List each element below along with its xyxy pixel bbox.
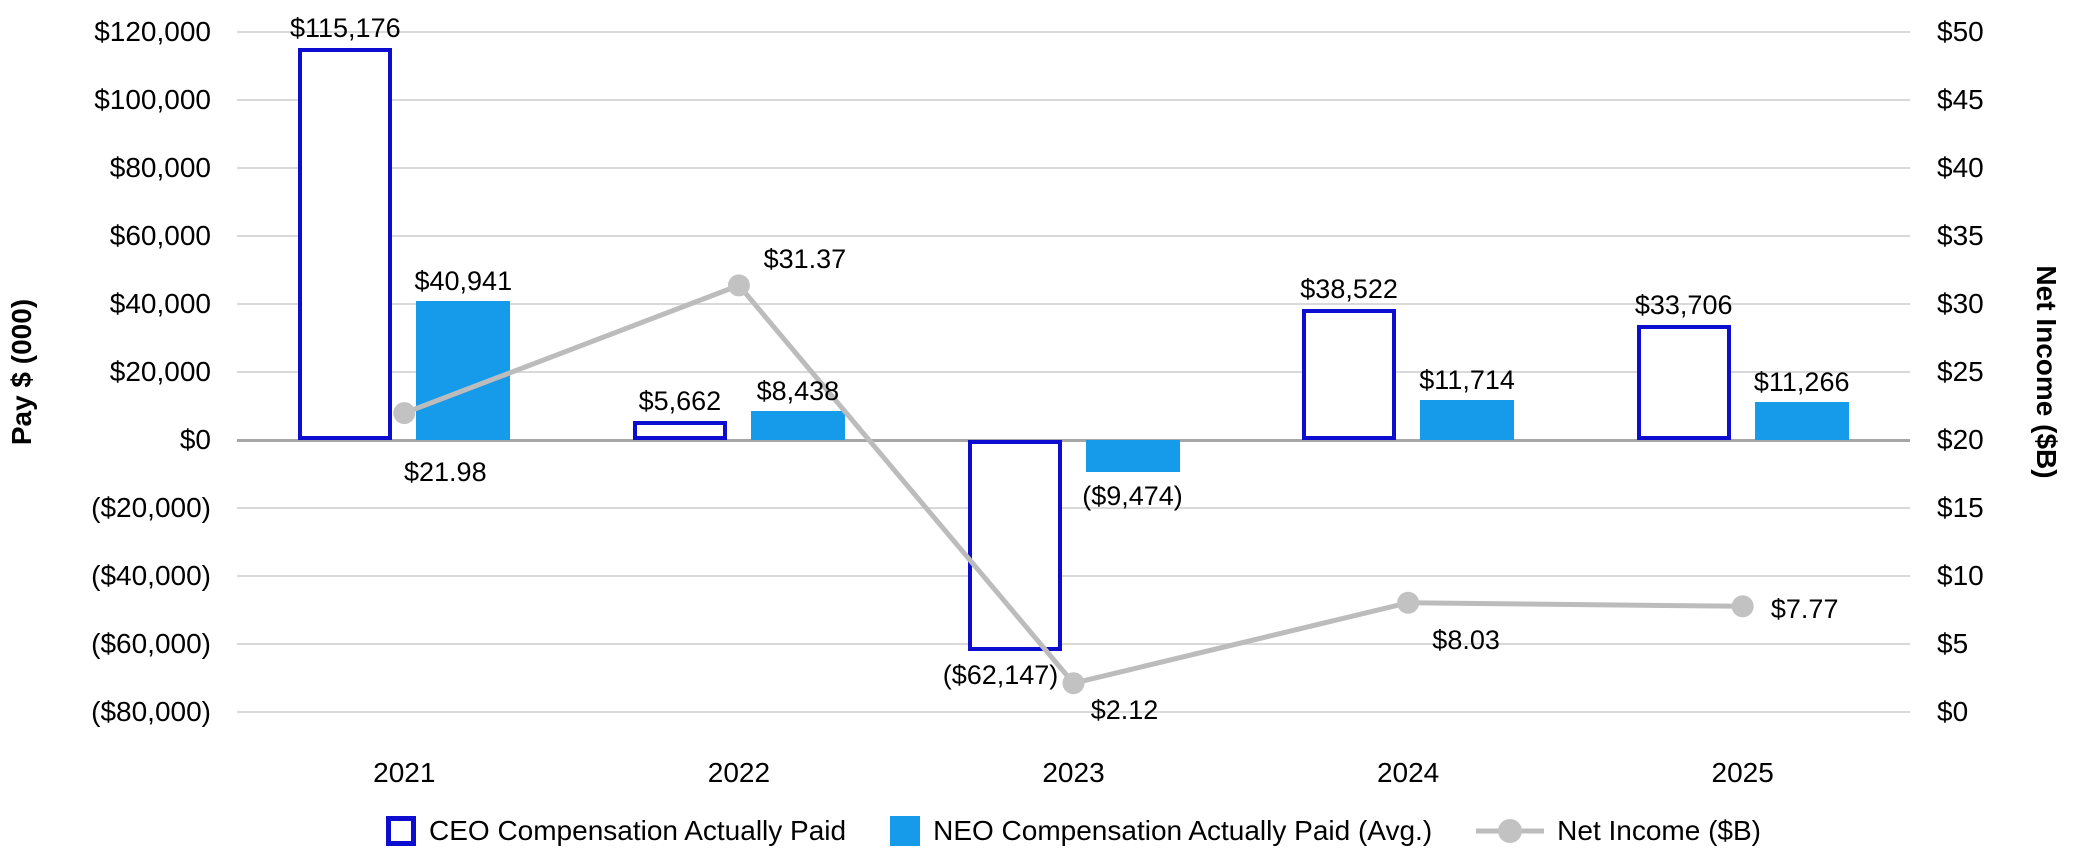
ceo-compensation-bar [968, 440, 1062, 651]
right-axis-tick-label: $20 [1937, 424, 1984, 455]
y-gridline [237, 167, 1910, 169]
right-axis-title: Net Income ($B) [2031, 265, 2062, 479]
left-axis-tick-label: $60,000 [109, 220, 211, 251]
y-gridline [237, 711, 1910, 713]
bar-value-label: $38,522 [1300, 274, 1398, 304]
left-axis-tick-label: $100,000 [94, 84, 211, 115]
left-axis-tick-label: $40,000 [109, 288, 211, 319]
net-income-marker [393, 402, 416, 425]
net-income-marker [1062, 672, 1085, 695]
left-axis-tick-label: ($20,000) [91, 492, 211, 523]
neo-compensation-bar [1420, 400, 1514, 440]
legend-swatch-neo-solid [890, 816, 921, 846]
net-income-value-label: $8.03 [1432, 624, 1500, 655]
bar-value-label: $40,941 [414, 266, 513, 296]
chart-legend: CEO Compensation Actually Paid NEO Compen… [237, 810, 1910, 852]
net-income-value-label: $2.12 [1090, 695, 1159, 726]
bar-value-label: $5,662 [638, 386, 722, 416]
bar-value-label: ($62,147) [942, 660, 1059, 690]
net-income-marker [1397, 591, 1420, 614]
legend-label: Net Income ($B) [1557, 815, 1762, 846]
x-axis-year-label: 2025 [1711, 757, 1774, 788]
bar-value-label: $8,438 [756, 376, 840, 406]
legend-label: CEO Compensation Actually Paid [428, 815, 847, 846]
left-axis-tick-label: ($40,000) [91, 560, 211, 591]
x-axis-year-label: 2021 [373, 757, 436, 788]
net-income-value-label: $21.98 [404, 457, 487, 488]
y-gridline [237, 575, 1910, 577]
left-axis-tick-label: $80,000 [109, 152, 211, 183]
neo-compensation-bar [416, 301, 510, 440]
right-axis-tick-label: $35 [1937, 220, 1984, 251]
legend-swatch-ceo-outline [385, 816, 416, 846]
x-axis-year-label: 2023 [1042, 757, 1105, 788]
legend-line-marker-icon [1476, 816, 1545, 846]
legend-item: NEO Compensation Actually Paid (Avg.) [890, 815, 1432, 847]
legend-item: CEO Compensation Actually Paid [385, 815, 847, 847]
ceo-compensation-bar [1637, 325, 1731, 440]
y-gridline [237, 235, 1910, 237]
right-axis-tick-label: $25 [1937, 356, 1984, 387]
legend-item: Net Income ($B) [1476, 815, 1761, 847]
left-axis-tick-label: ($80,000) [91, 696, 211, 727]
bar-value-label: $33,706 [1634, 290, 1733, 320]
right-axis-tick-label: $50 [1937, 16, 1984, 47]
net-income-value-label: $31.37 [763, 244, 847, 275]
y-gridline [237, 643, 1910, 645]
neo-compensation-bar [1086, 440, 1180, 472]
net-income-marker [1731, 595, 1754, 618]
net-income-marker [727, 274, 750, 297]
bar-value-label: ($9,474) [1082, 481, 1183, 511]
neo-compensation-bar [751, 411, 845, 440]
y-gridline [237, 99, 1910, 101]
x-axis-year-label: 2022 [707, 757, 771, 788]
right-axis-tick-label: $10 [1937, 560, 1984, 591]
ceo-compensation-bar [1302, 309, 1396, 440]
net-income-value-label: $7.77 [1770, 594, 1839, 625]
right-axis-tick-label: $15 [1937, 492, 1984, 523]
right-axis-tick-label: $5 [1937, 628, 1969, 659]
bar-value-label: $11,714 [1419, 365, 1515, 395]
x-axis-year-label: 2024 [1376, 757, 1440, 788]
right-axis-tick-label: $30 [1937, 288, 1984, 319]
left-axis-tick-label: ($60,000) [91, 628, 211, 659]
y-gridline [237, 507, 1910, 509]
bar-value-label: $11,266 [1753, 367, 1850, 397]
net-income-line [403, 282, 1743, 686]
legend-label: NEO Compensation Actually Paid (Avg.) [933, 815, 1433, 846]
right-axis-tick-label: $45 [1937, 84, 1984, 115]
ceo-compensation-bar [633, 421, 727, 440]
right-axis-tick-label: $0 [1937, 696, 1969, 727]
right-axis-tick-label: $40 [1937, 152, 1984, 183]
y-gridline [237, 31, 1910, 33]
left-axis-tick-label: $20,000 [109, 356, 211, 387]
left-axis-tick-label: $120,000 [94, 16, 211, 47]
left-axis-tick-label: $0 [179, 424, 211, 455]
neo-compensation-bar [1755, 402, 1849, 440]
ceo-compensation-bar [298, 48, 392, 440]
bar-value-label: $115,176 [289, 13, 401, 43]
